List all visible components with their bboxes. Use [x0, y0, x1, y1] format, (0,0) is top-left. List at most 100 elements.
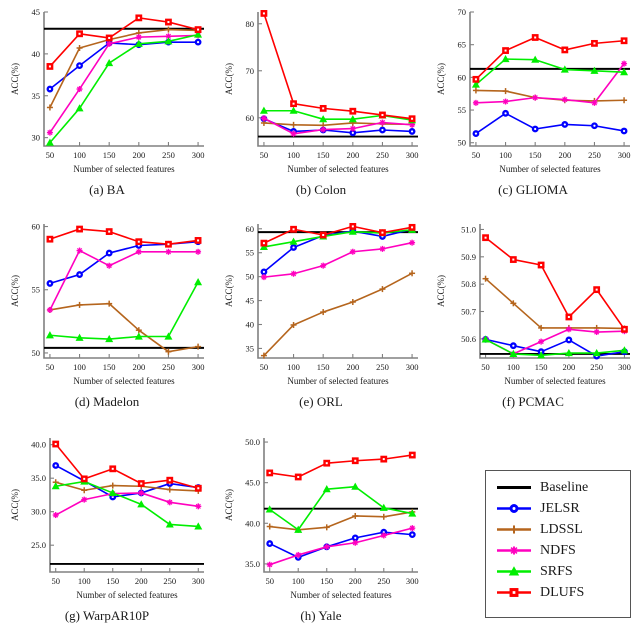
series-line-dlufs: [263, 225, 413, 244]
series-marker-ldssl: [76, 45, 83, 52]
series-marker-dlufs: [351, 457, 359, 465]
series-marker-jelsr: [620, 127, 628, 135]
y-tick-label: 35.0: [31, 473, 46, 483]
x-axis-title: Number of selected features: [499, 164, 601, 174]
x-tick-label: 300: [618, 362, 631, 372]
series-marker-ldssl: [290, 121, 297, 128]
x-tick-label: 50: [260, 362, 269, 372]
series-line-jelsr: [263, 117, 413, 134]
x-axis-title: Number of selected features: [287, 376, 389, 386]
x-tick-label: 200: [135, 576, 148, 586]
series-marker-srfs: [194, 278, 203, 286]
series-marker-ldssl: [502, 88, 509, 95]
x-tick-label: 150: [320, 576, 333, 586]
series-marker-srfs: [560, 65, 569, 73]
legend-label: DLUFS: [540, 584, 585, 600]
series-marker-srfs: [164, 37, 173, 45]
chart-pcmac: 50.6 50.7 50.8 50.9 51.0 50 100 150 200 250 300 Num…: [436, 224, 631, 386]
series-marker-srfs: [105, 334, 114, 343]
series-marker-ndfs: [320, 262, 327, 269]
y-tick-label: 50: [246, 272, 255, 282]
series-line-ldssl: [49, 28, 199, 109]
series-marker-srfs: [471, 80, 480, 88]
y-axis-title: ACC(%): [436, 275, 446, 307]
series-marker-ldssl: [106, 300, 113, 307]
series-marker-dlufs: [76, 225, 83, 233]
series-line-srfs: [268, 485, 414, 531]
x-tick-label: 250: [590, 362, 603, 372]
series-marker-ndfs: [165, 248, 172, 255]
x-tick-label: 150: [529, 150, 542, 160]
series-marker-ldssl: [195, 343, 202, 350]
series-line-srfs: [484, 338, 626, 357]
series-marker-ndfs: [46, 129, 53, 136]
x-tick-label: 200: [349, 576, 362, 586]
series-marker-ldssl: [409, 270, 416, 277]
series-marker-ldssl: [165, 348, 172, 355]
y-tick-label: 30.0: [31, 507, 46, 517]
series-marker-srfs: [294, 525, 303, 533]
series-marker-dlufs: [349, 107, 357, 115]
y-tick-label: 50: [458, 138, 467, 148]
y-tick-label: 50.0: [245, 437, 260, 447]
y-tick-label: 60: [32, 222, 41, 232]
series-marker-dlufs: [380, 455, 388, 463]
series-marker-ldssl: [472, 87, 479, 94]
x-tick-label: 50: [472, 150, 481, 160]
x-axis-title: Number of selected features: [76, 590, 178, 600]
series-marker-srfs: [620, 346, 629, 354]
legend: Baseline JELSR LDSSL NDFS SRFS DLUFS: [485, 470, 631, 618]
x-tick-label: 300: [192, 576, 205, 586]
y-tick-label: 50: [32, 348, 41, 358]
series-marker-srfs: [348, 227, 357, 235]
series-marker-ndfs: [290, 270, 297, 277]
series-marker-srfs: [351, 482, 360, 490]
y-tick-label: 25.0: [31, 540, 46, 550]
series-marker-jelsr: [591, 122, 598, 130]
x-tick-label: 300: [618, 150, 631, 160]
series-marker-jelsr: [379, 126, 386, 134]
series-marker-jelsr: [76, 271, 83, 278]
x-axis-title: Number of selected features: [290, 590, 392, 600]
series-marker-ndfs: [106, 262, 113, 269]
series-line-jelsr: [263, 228, 413, 273]
x-tick-label: 50: [260, 150, 269, 160]
series-line-ldssl: [54, 481, 200, 492]
y-tick-label: 35: [32, 91, 41, 101]
x-axis-title: Number of selected features: [73, 376, 175, 386]
series-marker-srfs: [194, 30, 203, 38]
y-tick-label: 45: [32, 7, 41, 17]
series-line-ldssl: [268, 511, 414, 531]
series-marker-dlufs: [509, 256, 517, 263]
series-marker-ldssl: [166, 486, 173, 493]
series-line-ndfs: [263, 117, 413, 135]
series-line-dlufs: [54, 443, 200, 490]
series-marker-jelsr: [509, 342, 517, 350]
series-marker-srfs: [379, 503, 388, 511]
x-tick-label: 250: [162, 362, 175, 372]
y-tick-label: 40: [246, 320, 255, 330]
chart-panel-colon: 60 70 80 50 100 150 200 250 300 Number of selecte…: [216, 2, 426, 180]
series-marker-srfs: [289, 106, 298, 114]
series-marker-dlufs: [260, 239, 268, 247]
series-marker-srfs: [45, 138, 54, 146]
x-axis-title: Number of selected features: [287, 164, 389, 174]
chart-caption-yale: (h) Yale: [300, 608, 342, 623]
chart-glioma: 50 55 60 65 70 50 100 150 200 250 300 Number of sel…: [436, 7, 631, 174]
legend-item-ldssl: LDSSL: [494, 519, 622, 540]
series-marker-ndfs: [295, 551, 302, 558]
series-marker-ndfs: [46, 306, 53, 313]
y-tick-label: 45: [246, 296, 255, 306]
series-marker-dlufs: [408, 223, 416, 231]
series-marker-ldssl: [352, 512, 359, 519]
y-tick-label: 60: [246, 224, 255, 234]
series-marker-srfs: [194, 522, 203, 530]
series-line-ldssl: [263, 272, 413, 357]
series-marker-dlufs: [621, 325, 628, 333]
x-tick-label: 300: [192, 150, 205, 160]
chart-orl: 35 40 45 50 55 60 50 100 150 200 250 300 Number of s…: [224, 222, 418, 386]
series-line-jelsr: [49, 41, 199, 90]
series-marker-ldssl: [76, 301, 83, 308]
x-tick-label: 150: [106, 576, 119, 586]
y-tick-label: 45.0: [245, 478, 260, 488]
